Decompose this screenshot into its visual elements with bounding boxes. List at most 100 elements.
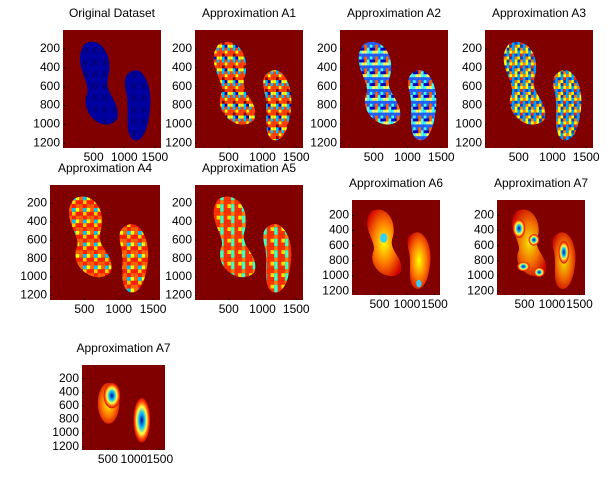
y-tick-label: 800	[474, 253, 494, 267]
region	[529, 234, 540, 245]
y-tick-label: 800	[172, 98, 192, 112]
x-tick-label: 500	[364, 150, 384, 164]
y-tick-label: 1200	[52, 439, 79, 453]
y-tick-label: 1200	[310, 135, 337, 149]
panel-title: Approximation A3	[492, 6, 586, 20]
y-tick-label: 600	[462, 79, 482, 93]
x-tick-label: 1500	[283, 302, 310, 316]
y-tick-label: 1000	[33, 117, 60, 131]
y-tick-label: 200	[27, 196, 47, 210]
y-tick-label: 600	[474, 238, 494, 252]
x-tick-label: 1000	[539, 150, 566, 164]
y-tick-label: 1200	[20, 288, 47, 302]
y-tick-label: 800	[462, 98, 482, 112]
x-tick-label: 1500	[421, 297, 448, 311]
y-tick-label: 600	[317, 79, 337, 93]
x-tick-label: 500	[369, 297, 389, 311]
y-tick-label: 400	[317, 60, 337, 74]
y-tick-label: 1000	[165, 117, 192, 131]
y-tick-label: 1000	[20, 269, 47, 283]
panel-title: Approximation A5	[202, 161, 296, 175]
x-tick-label: 500	[74, 302, 94, 316]
panel-title: Approximation A7	[494, 176, 588, 190]
region	[534, 267, 545, 277]
y-tick-label: 800	[40, 98, 60, 112]
y-tick-label: 400	[329, 223, 349, 237]
panel-title: Approximation A7	[76, 341, 170, 355]
panel: Approximation A5 200 400 600 800 1000 1200 500 1…	[165, 161, 310, 316]
x-tick-label: 1000	[539, 297, 566, 311]
y-tick-label: 800	[172, 251, 192, 265]
y-tick-label: 600	[40, 79, 60, 93]
panel-title: Approximation A2	[347, 6, 441, 20]
y-tick-label: 800	[329, 253, 349, 267]
x-tick-label: 500	[219, 302, 239, 316]
region	[513, 219, 525, 238]
y-tick-label: 1200	[165, 288, 192, 302]
y-tick-label: 1000	[467, 268, 494, 282]
panel-title: Original Dataset	[69, 6, 156, 20]
y-tick-label: 1200	[322, 283, 349, 297]
y-tick-label: 600	[59, 398, 79, 412]
y-tick-label: 800	[317, 98, 337, 112]
y-tick-label: 600	[27, 232, 47, 246]
y-tick-label: 200	[172, 41, 192, 55]
x-tick-label: 1000	[249, 302, 276, 316]
y-tick-label: 200	[59, 371, 79, 385]
y-tick-label: 1000	[165, 269, 192, 283]
y-tick-label: 1000	[310, 117, 337, 131]
x-tick-label: 1000	[394, 150, 421, 164]
y-tick-label: 1000	[52, 425, 79, 439]
y-tick-label: 1200	[165, 135, 192, 149]
y-tick-label: 1200	[455, 135, 482, 149]
y-tick-label: 400	[462, 60, 482, 74]
y-tick-label: 400	[59, 384, 79, 398]
x-tick-label: 1000	[105, 302, 132, 316]
region	[133, 398, 150, 442]
y-tick-label: 800	[59, 412, 79, 426]
panel-title: Approximation A6	[349, 176, 443, 190]
y-tick-label: 1200	[33, 135, 60, 149]
y-tick-label: 400	[172, 60, 192, 74]
y-tick-label: 200	[40, 41, 60, 55]
panel: Approximation A2 200 400 600 800 1000 1200 500 1…	[310, 6, 455, 164]
panel: Approximation A3 200 400 600 800 1000 1200 500 1…	[455, 6, 600, 164]
figure: Original Dataset200400600800100012005001…	[0, 0, 611, 485]
y-tick-label: 1200	[467, 283, 494, 297]
y-tick-label: 1000	[322, 268, 349, 282]
image-background	[82, 365, 165, 450]
panel: Approximation A7200400600800100012005001…	[467, 176, 593, 311]
x-tick-label: 1500	[428, 150, 455, 164]
y-tick-label: 400	[474, 223, 494, 237]
region	[559, 241, 570, 264]
panel-title: Approximation A4	[58, 161, 152, 175]
y-tick-label: 200	[329, 207, 349, 221]
panel-title: Approximation A1	[202, 6, 296, 20]
panel: Original Dataset200400600800100012005001…	[33, 6, 168, 164]
x-tick-label: 1000	[394, 297, 421, 311]
y-tick-label: 1000	[455, 117, 482, 131]
x-tick-label: 1500	[146, 452, 173, 466]
x-tick-label: 500	[98, 452, 118, 466]
region	[380, 233, 387, 243]
y-tick-label: 600	[329, 238, 349, 252]
x-tick-label: 1500	[573, 150, 600, 164]
region	[416, 280, 421, 288]
y-tick-label: 400	[172, 214, 192, 228]
region	[517, 262, 529, 272]
y-tick-label: 400	[40, 60, 60, 74]
region	[104, 383, 121, 409]
x-tick-label: 1500	[566, 297, 593, 311]
y-tick-label: 800	[27, 251, 47, 265]
x-tick-label: 500	[509, 150, 529, 164]
y-tick-label: 200	[462, 41, 482, 55]
y-tick-label: 600	[172, 79, 192, 93]
y-tick-label: 200	[317, 41, 337, 55]
y-tick-label: 600	[172, 232, 192, 246]
x-tick-label: 500	[514, 297, 534, 311]
y-tick-label: 200	[172, 196, 192, 210]
x-tick-label: 1500	[140, 302, 167, 316]
